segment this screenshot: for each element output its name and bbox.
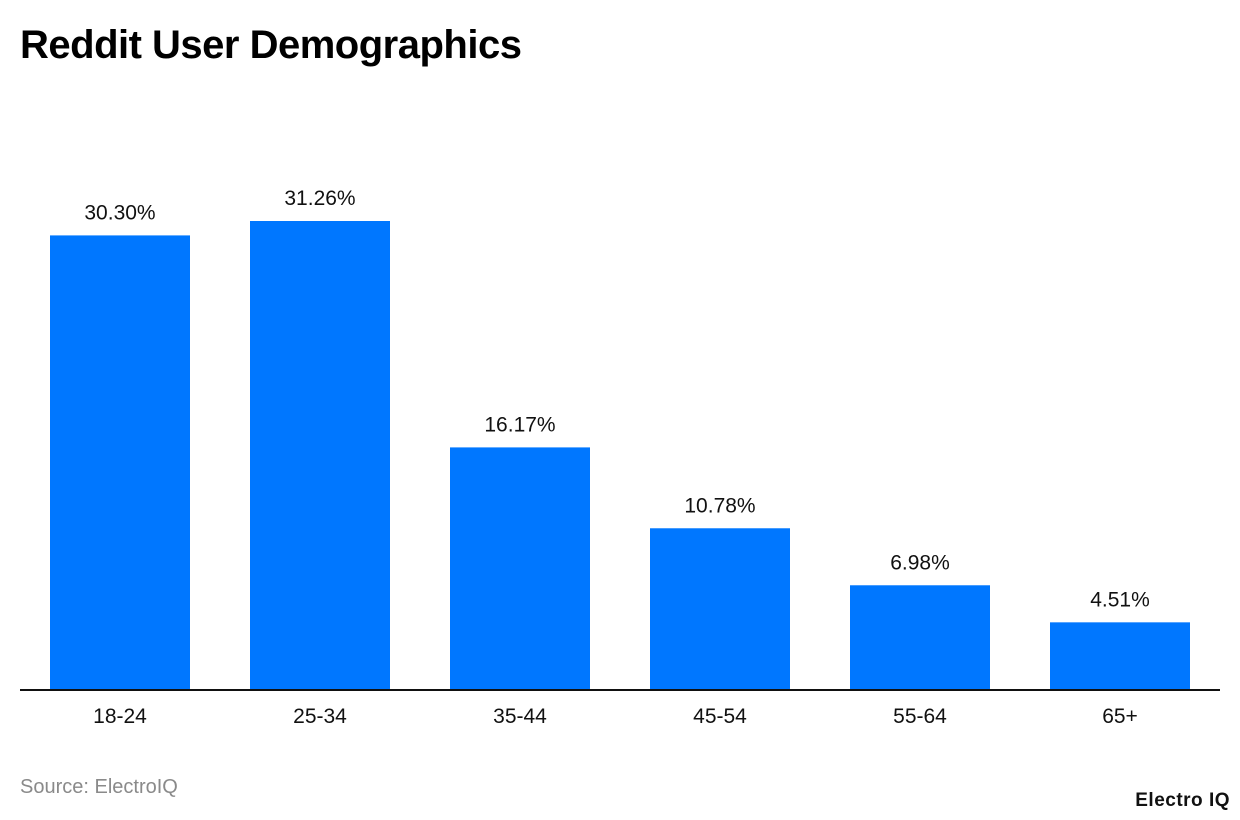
bar-55-64 <box>850 585 990 690</box>
value-label-65+: 4.51% <box>1090 588 1150 611</box>
bars-layer <box>50 221 1190 690</box>
brand-logo: Electro IQ <box>1135 790 1230 811</box>
value-label-45-54: 10.78% <box>684 494 755 517</box>
value-label-18-24: 30.30% <box>84 201 155 224</box>
x-tick-label-65+: 65+ <box>1102 705 1138 728</box>
source-note: Source: ElectroIQ <box>20 776 178 798</box>
x-tick-label-45-54: 45-54 <box>693 705 747 728</box>
value-label-25-34: 31.26% <box>284 187 355 210</box>
bar-45-54 <box>650 528 790 690</box>
tick-labels-layer: 18-24 25-34 35-44 45-54 55-64 65+ <box>93 705 1138 728</box>
bar-65+ <box>1050 622 1190 690</box>
value-labels-layer: 30.30% 31.26% 16.17% 10.78% 6.98% 4.51% <box>84 187 1149 611</box>
x-tick-label-35-44: 35-44 <box>493 705 547 728</box>
x-tick-label-55-64: 55-64 <box>893 705 947 728</box>
x-tick-label-18-24: 18-24 <box>93 705 147 728</box>
x-tick-label-25-34: 25-34 <box>293 705 347 728</box>
chart-title: Reddit User Demographics <box>20 23 522 67</box>
bar-35-44 <box>450 447 590 690</box>
value-label-55-64: 6.98% <box>890 551 950 574</box>
value-label-35-44: 16.17% <box>484 413 555 436</box>
bar-18-24 <box>50 235 190 690</box>
bar-25-34 <box>250 221 390 690</box>
